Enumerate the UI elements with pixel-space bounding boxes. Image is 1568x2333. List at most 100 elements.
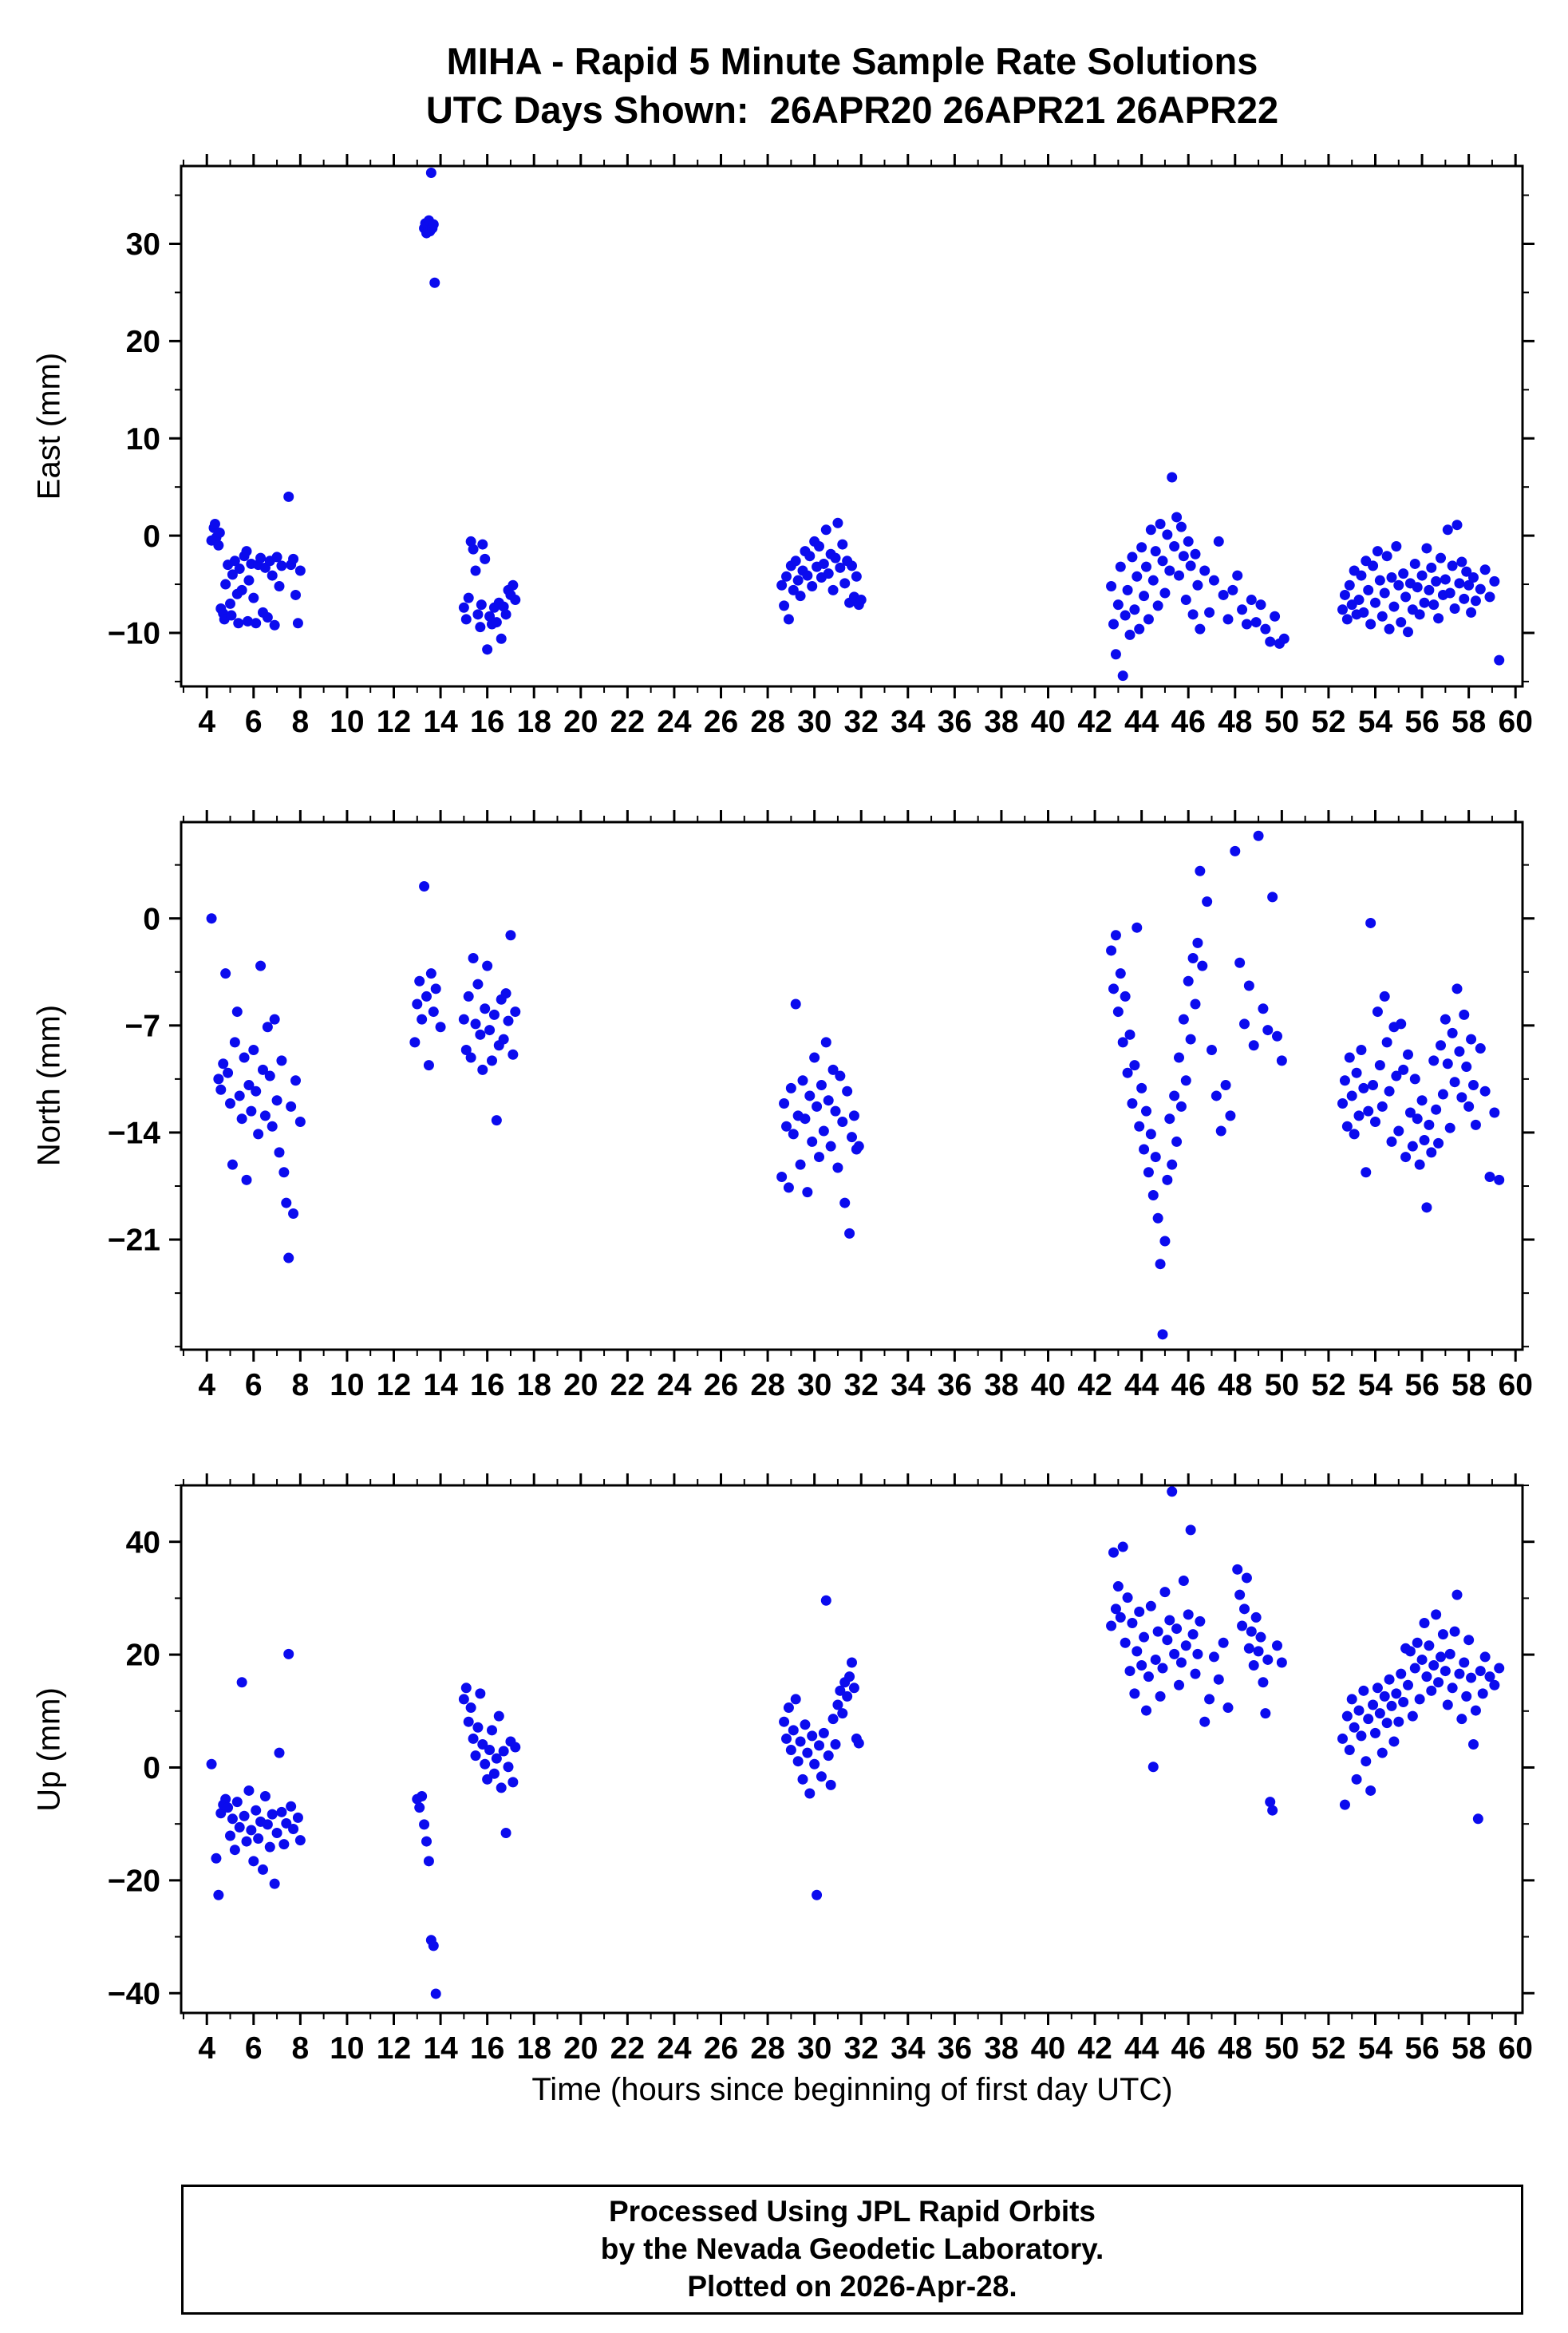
data-point	[788, 584, 799, 595]
data-point	[837, 1708, 848, 1719]
data-point	[835, 1070, 846, 1081]
data-point	[1484, 1671, 1495, 1683]
footer-line2: by the Nevada Geodetic Laboratory.	[600, 2232, 1104, 2265]
data-point	[1386, 1136, 1397, 1147]
data-point	[797, 1773, 808, 1785]
x-tick-label: 34	[891, 705, 926, 739]
data-point	[1370, 1727, 1380, 1738]
data-point	[246, 1825, 257, 1836]
data-point	[288, 553, 299, 564]
data-point	[505, 930, 516, 941]
data-point	[1442, 524, 1453, 536]
data-point	[271, 1827, 282, 1838]
data-point	[1396, 1018, 1407, 1030]
x-tick-label: 44	[1124, 1368, 1159, 1402]
data-point	[1134, 623, 1145, 635]
data-point	[248, 1856, 259, 1867]
y-tick-label: 20	[126, 325, 160, 359]
data-point	[1363, 584, 1374, 595]
data-point	[795, 1159, 806, 1170]
data-point	[823, 1750, 834, 1762]
data-point	[1494, 654, 1505, 666]
data-point	[253, 1833, 264, 1845]
data-point	[1424, 1640, 1435, 1651]
data-point	[259, 1110, 271, 1121]
x-tick-label: 10	[330, 2031, 364, 2066]
data-point	[1409, 1074, 1420, 1085]
data-point	[294, 1835, 306, 1846]
data-point	[1171, 512, 1183, 523]
data-point	[1459, 1657, 1470, 1668]
data-point	[1351, 1773, 1362, 1785]
x-tick-label: 36	[938, 2031, 972, 2066]
data-point	[262, 1819, 273, 1830]
data-point	[1447, 1027, 1458, 1038]
data-point	[258, 1864, 268, 1875]
data-point	[1164, 1615, 1175, 1626]
data-point	[1444, 1122, 1455, 1133]
data-point	[239, 1810, 250, 1821]
data-point	[215, 1808, 227, 1819]
data-point	[1421, 1202, 1432, 1213]
data-point	[503, 1762, 514, 1773]
data-point	[491, 1115, 502, 1126]
data-point	[1475, 1043, 1486, 1054]
data-point	[1260, 623, 1271, 635]
data-point	[1431, 575, 1442, 587]
data-point	[1248, 1040, 1259, 1051]
data-point	[229, 1037, 240, 1048]
data-point	[487, 1725, 497, 1736]
data-point	[468, 953, 479, 964]
data-point	[419, 1819, 430, 1830]
data-point	[223, 1802, 234, 1813]
data-point	[1134, 1606, 1145, 1617]
data-point	[1381, 551, 1392, 562]
data-point	[1461, 1062, 1472, 1073]
x-tick-label: 56	[1404, 2031, 1439, 2066]
data-point	[253, 1129, 264, 1140]
plot-frame	[180, 164, 1524, 688]
data-point	[1454, 578, 1465, 589]
data-point	[1337, 604, 1348, 615]
x-tick-label: 38	[984, 2031, 1018, 2066]
data-point	[1262, 1025, 1274, 1036]
data-point	[409, 1037, 421, 1048]
data-point	[1433, 613, 1444, 624]
data-point	[1167, 1486, 1178, 1497]
data-point	[830, 552, 841, 563]
data-point	[269, 1014, 280, 1025]
data-point	[283, 1648, 294, 1659]
x-tick-label: 18	[517, 2031, 551, 2066]
data-point	[1147, 1189, 1159, 1200]
y-tick-label: −21	[108, 1224, 160, 1258]
data-point	[414, 975, 425, 987]
data-point	[1246, 595, 1257, 606]
data-point	[500, 988, 511, 999]
data-point	[269, 619, 280, 631]
data-point	[1361, 1756, 1372, 1767]
data-point	[1152, 1212, 1163, 1224]
y-tick-label: −7	[125, 1009, 160, 1043]
x-tick-label: 38	[984, 1368, 1018, 1402]
x-tick-label: 48	[1218, 705, 1252, 739]
data-point	[1278, 633, 1290, 644]
data-point	[827, 584, 839, 595]
data-point	[213, 540, 224, 551]
x-tick-label: 12	[377, 2031, 411, 2066]
data-point	[251, 1805, 262, 1816]
data-point	[853, 1738, 864, 1749]
data-point	[1267, 892, 1278, 903]
data-point	[1449, 603, 1460, 615]
data-point	[1120, 991, 1131, 1002]
data-point	[1461, 566, 1472, 577]
data-point	[1428, 1660, 1440, 1671]
data-point	[1187, 1629, 1199, 1640]
data-point	[1147, 1762, 1159, 1773]
x-tick-label: 32	[844, 1368, 879, 1402]
x-tick-label: 46	[1171, 2031, 1206, 2066]
data-point	[1106, 580, 1117, 591]
data-point	[1250, 1611, 1262, 1623]
x-tick-label: 8	[292, 2031, 310, 2066]
data-point	[1237, 1620, 1248, 1631]
data-point	[414, 1802, 425, 1813]
